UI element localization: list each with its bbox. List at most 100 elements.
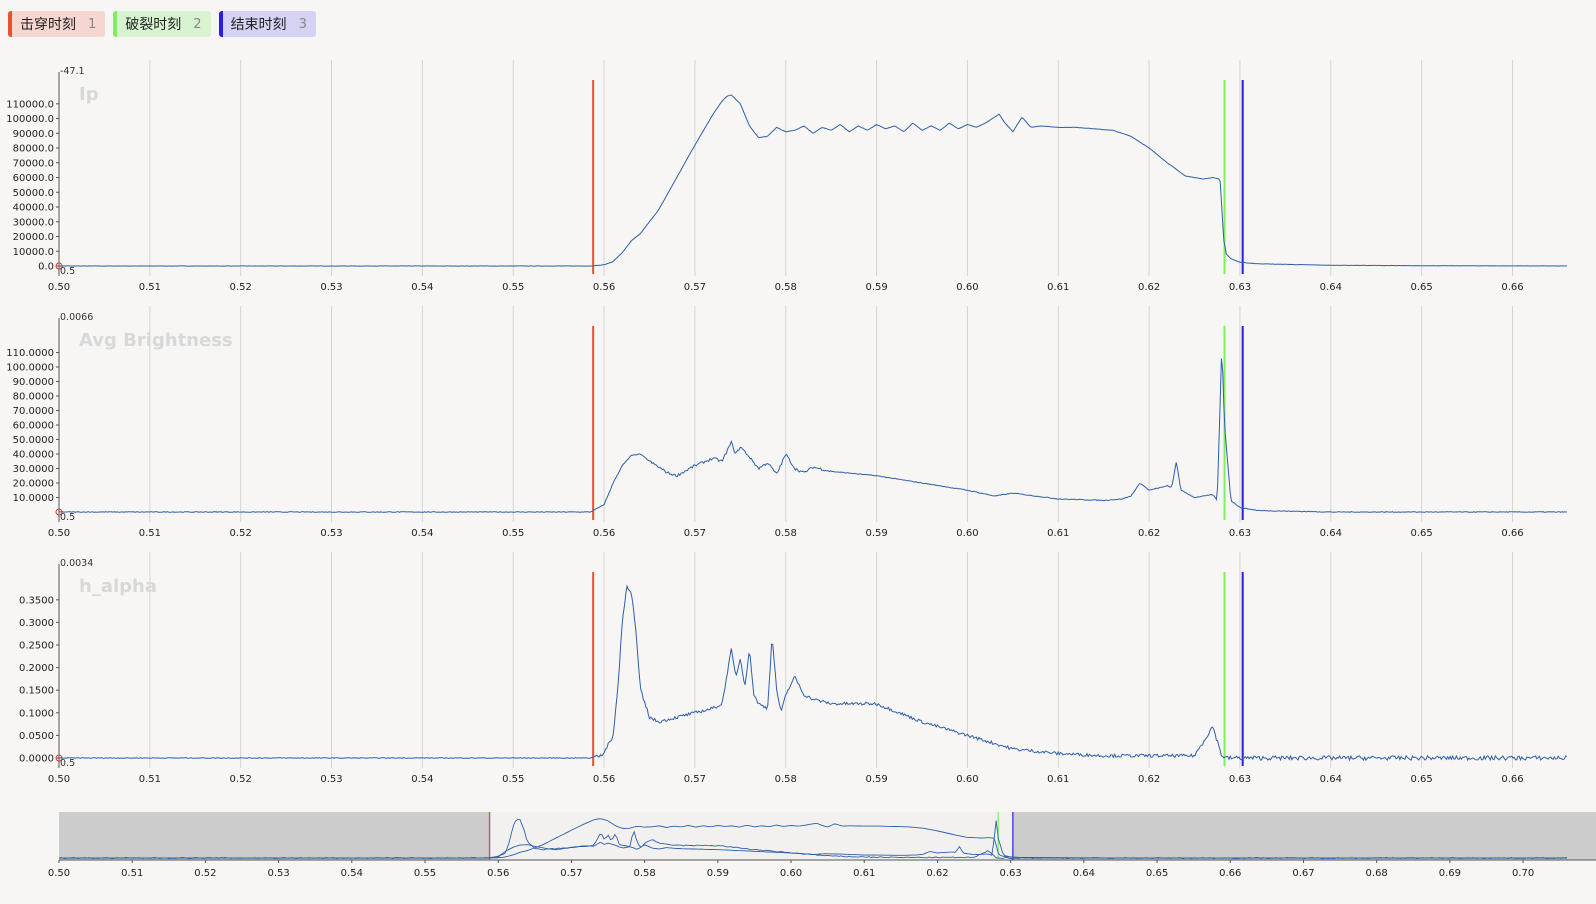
y-max-label: -47.1	[60, 66, 85, 77]
x-tick-label: 0.63	[1229, 528, 1251, 539]
x-tick-label: 0.53	[320, 774, 342, 785]
overview-tick-label: 0.51	[121, 868, 143, 879]
overview-tick-label: 0.64	[1073, 868, 1095, 879]
y-tick-label: 0.3500	[19, 595, 54, 606]
x-tick-label: 0.57	[684, 528, 706, 539]
marker-label: 结束时刻	[230, 17, 287, 33]
y-tick-label: 50.0000	[13, 435, 54, 446]
y-tick-label: 10000.0	[13, 247, 54, 258]
x-tick-label: 0.57	[684, 774, 706, 785]
origin-label: 0.5	[60, 512, 75, 523]
marker-tag-end[interactable]: 结束时刻 3	[218, 11, 316, 37]
y-tick-label: 20.0000	[13, 479, 54, 490]
x-tick-label: 0.58	[775, 774, 797, 785]
overview-tick-label: 0.68	[1366, 868, 1388, 879]
y-tick-label: 80000.0	[13, 144, 54, 155]
overview-tick-label: 0.60	[780, 868, 802, 879]
x-tick-label: 0.66	[1501, 528, 1523, 539]
overview-tick-label: 0.65	[1146, 868, 1168, 879]
series-line	[58, 358, 1568, 513]
overview-tick-label: 0.56	[487, 868, 509, 879]
x-tick-label: 0.55	[502, 282, 524, 293]
y-tick-label: 0.0500	[19, 731, 54, 742]
chart-title: Avg Brightness	[79, 330, 233, 351]
y-tick-label: 30.0000	[13, 464, 54, 475]
overview-tick-label: 0.62	[926, 868, 948, 879]
y-tick-label: 110.0000	[6, 348, 54, 359]
x-tick-label: 0.51	[139, 282, 161, 293]
x-tick-label: 0.58	[775, 528, 797, 539]
x-tick-label: 0.62	[1138, 774, 1160, 785]
x-tick-label: 0.66	[1501, 282, 1523, 293]
overview-tick-label: 0.52	[194, 868, 216, 879]
x-tick-label: 0.54	[411, 528, 433, 539]
x-tick-label: 0.54	[411, 282, 433, 293]
y-tick-label: 0.3000	[19, 618, 54, 629]
chart-panel-h_alpha: 0.50 0.51 0.52 0.53 0.54 0.55 0.56 0.57 0.58 0.59…	[19, 552, 1568, 785]
x-tick-label: 0.61	[1047, 282, 1069, 293]
marker-color-bar	[8, 11, 12, 37]
x-tick-label: 0.65	[1411, 282, 1433, 293]
x-tick-label: 0.52	[230, 282, 252, 293]
chart-title: h_alpha	[79, 576, 157, 597]
overview-selection-window	[490, 812, 1013, 860]
y-tick-label: 110000.0	[6, 99, 54, 110]
marker-toolbar: 击穿时刻 1 破裂时刻 2 结束时刻 3	[8, 11, 316, 37]
origin-label: 0.5	[60, 266, 75, 277]
x-tick-label: 0.59	[865, 774, 887, 785]
chart-title: Ip	[79, 84, 99, 105]
overview-tick-label: 0.59	[707, 868, 729, 879]
overview-tick-label: 0.63	[1000, 868, 1022, 879]
y-tick-label: 50000.0	[13, 188, 54, 199]
y-tick-label: 40.0000	[13, 450, 54, 461]
overview-navigator[interactable]: 0.50 0.51 0.52 0.53 0.54 0.55 0.56 0.57 0.58 0.59…	[48, 812, 1596, 879]
y-tick-label: 100000.0	[6, 114, 54, 125]
y-tick-label: 0.2500	[19, 641, 54, 652]
x-tick-label: 0.63	[1229, 282, 1251, 293]
y-tick-label: 70.0000	[13, 406, 54, 417]
x-tick-label: 0.56	[593, 528, 615, 539]
series-line	[58, 584, 1568, 762]
x-tick-label: 0.61	[1047, 528, 1069, 539]
overview-tick-label: 0.70	[1512, 868, 1534, 879]
chart-panel-ip: 0.50 0.51 0.52 0.53 0.54 0.55 0.56 0.57 0.58 0.59…	[6, 60, 1568, 293]
x-tick-label: 0.53	[320, 528, 342, 539]
x-tick-label: 0.66	[1501, 774, 1523, 785]
marker-color-bar	[113, 11, 118, 37]
y-tick-label: 0.1500	[19, 686, 54, 697]
overview-tick-label: 0.69	[1439, 868, 1461, 879]
x-tick-label: 0.56	[593, 774, 615, 785]
overview-tick-label: 0.58	[633, 868, 655, 879]
marker-tag-disruption[interactable]: 破裂时刻 2	[113, 11, 211, 37]
y-tick-label: 70000.0	[13, 158, 54, 169]
x-tick-label: 0.61	[1047, 774, 1069, 785]
x-tick-label: 0.64	[1320, 774, 1342, 785]
chart-panel-avg-brightness: 0.50 0.51 0.52 0.53 0.54 0.55 0.56 0.57 0.58 0.59…	[6, 306, 1568, 539]
overview-tick-label: 0.50	[48, 868, 70, 879]
overview-series-line	[58, 818, 1568, 859]
y-tick-label: 20000.0	[13, 232, 54, 243]
x-tick-label: 0.65	[1411, 528, 1433, 539]
overview-tick-label: 0.53	[267, 868, 289, 879]
overview-tick-label: 0.61	[853, 868, 875, 879]
overview-tick-label: 0.67	[1292, 868, 1314, 879]
marker-number: 2	[193, 16, 202, 32]
y-tick-label: 0.0	[38, 262, 54, 273]
y-tick-label: 60000.0	[13, 173, 54, 184]
x-tick-label: 0.57	[684, 282, 706, 293]
x-tick-label: 0.64	[1320, 282, 1342, 293]
x-tick-label: 0.59	[865, 282, 887, 293]
x-tick-label: 0.50	[48, 528, 70, 539]
y-tick-label: 0.2000	[19, 663, 54, 674]
y-tick-label: 10.0000	[13, 493, 54, 504]
y-tick-label: 100.0000	[6, 363, 54, 374]
marker-label: 破裂时刻	[125, 17, 182, 33]
y-max-label: 0.0034	[60, 558, 93, 569]
x-tick-label: 0.55	[502, 528, 524, 539]
x-tick-label: 0.62	[1138, 282, 1160, 293]
marker-tag-breakdown[interactable]: 击穿时刻 1	[8, 11, 106, 37]
y-tick-label: 0.0000	[19, 754, 54, 765]
y-tick-label: 30000.0	[13, 217, 54, 228]
x-tick-label: 0.54	[411, 774, 433, 785]
